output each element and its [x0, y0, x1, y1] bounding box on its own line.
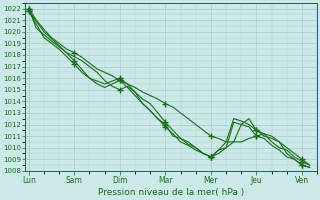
X-axis label: Pression niveau de la mer( hPa ): Pression niveau de la mer( hPa ): [98, 188, 244, 197]
